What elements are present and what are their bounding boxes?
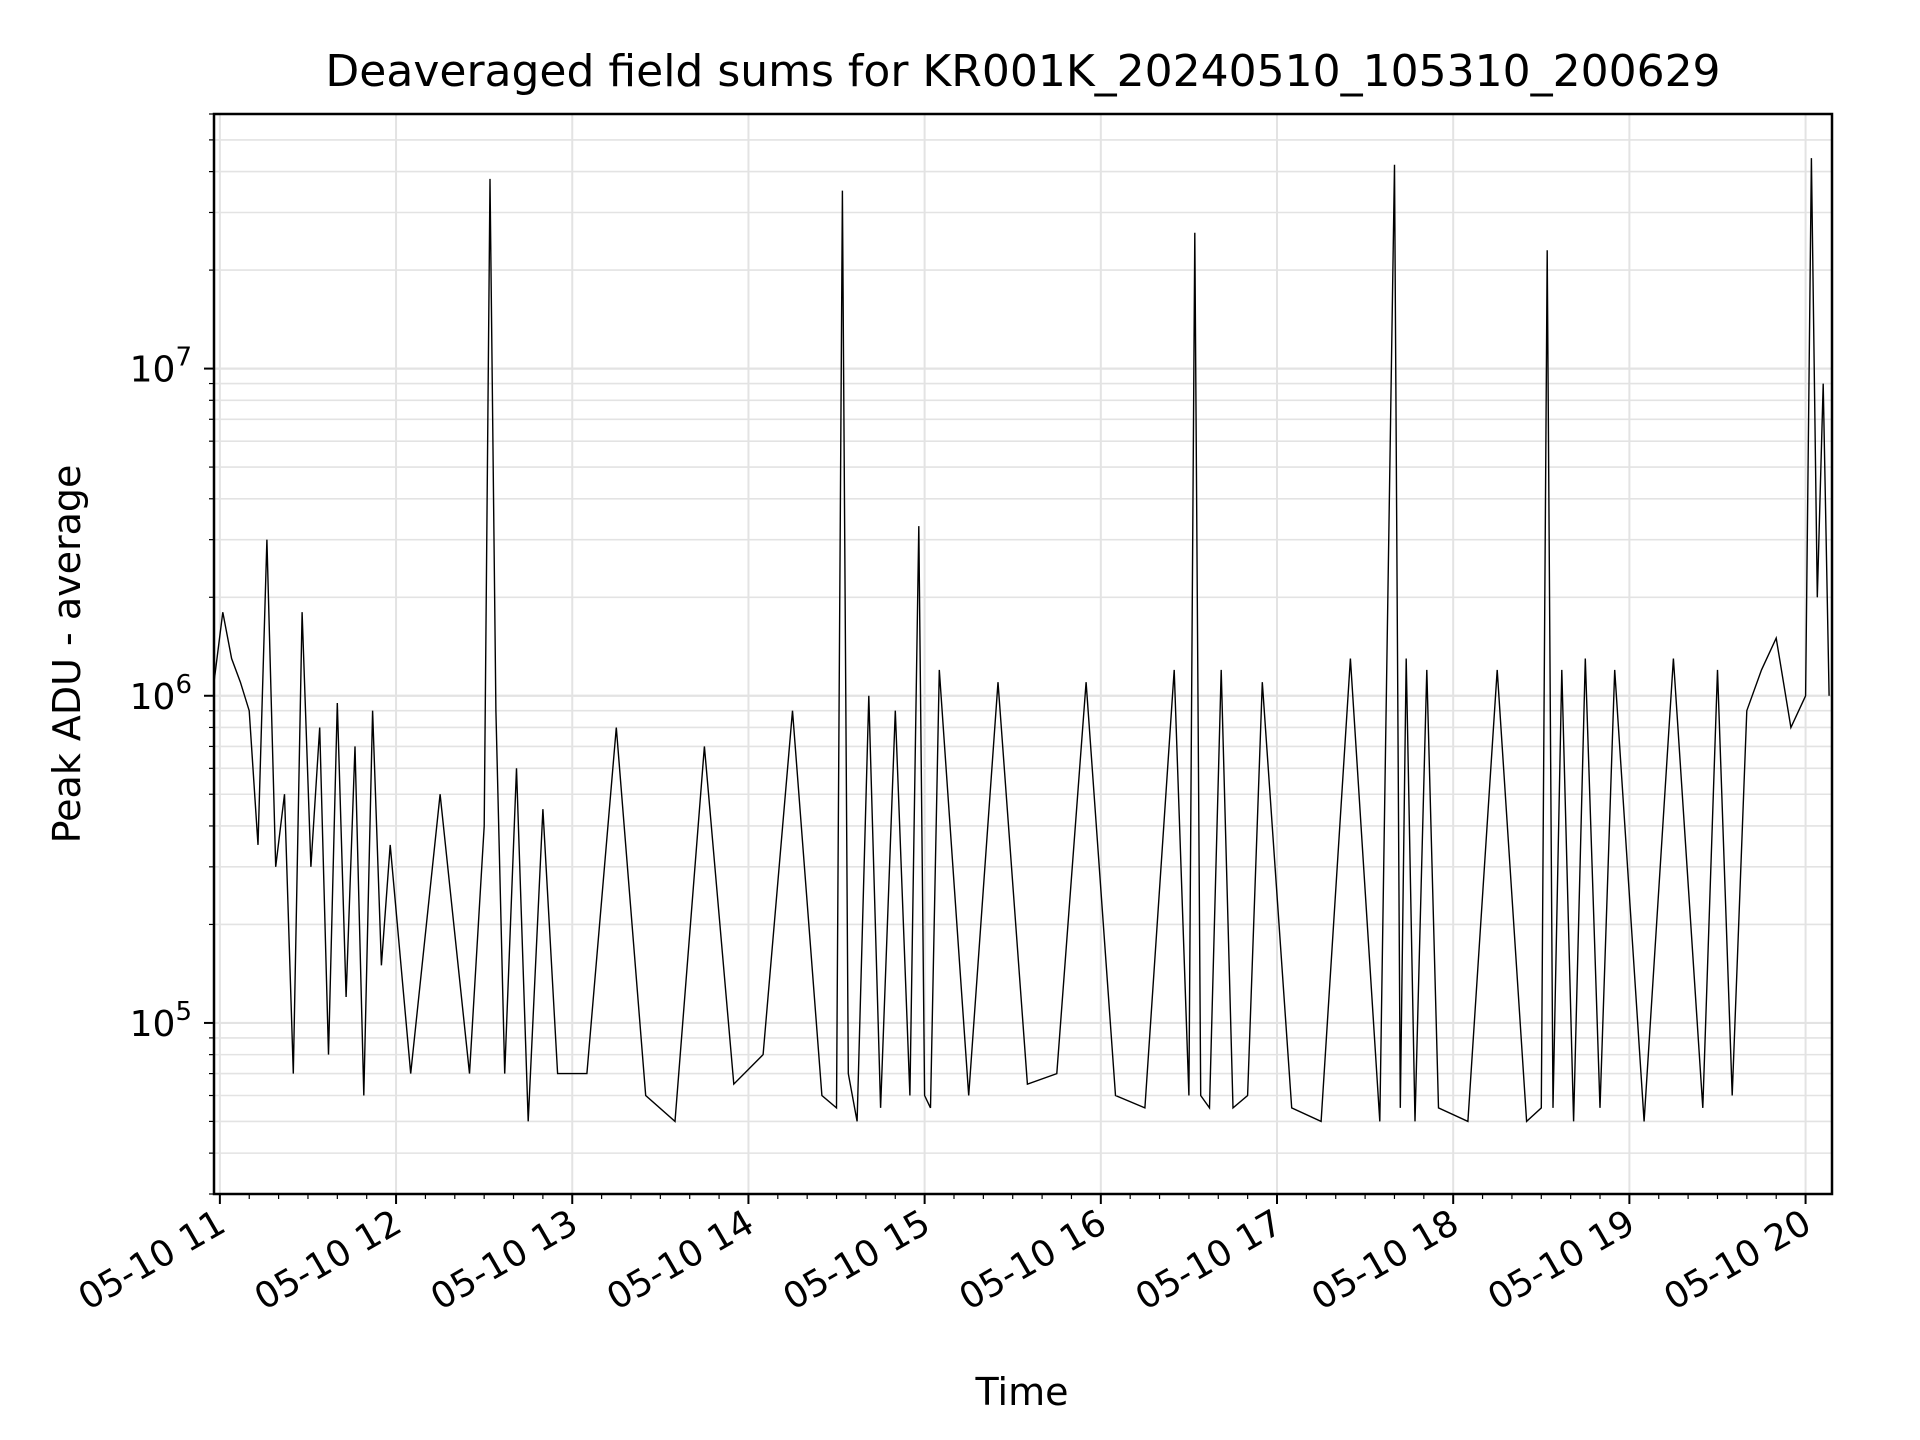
series-path [213, 158, 1830, 1123]
y-tick-label: 105 [130, 997, 192, 1045]
plot-frame [212, 112, 1834, 1196]
x-axis-label: Time [975, 1370, 1069, 1414]
y-tick-label: 107 [130, 343, 192, 391]
series-line [213, 158, 1830, 1123]
y-tick-label: 106 [130, 670, 192, 718]
chart-title: Deaveraged field sums for KR001K_2024051… [325, 46, 1720, 97]
y-axis-label: Peak ADU - average [45, 465, 89, 844]
